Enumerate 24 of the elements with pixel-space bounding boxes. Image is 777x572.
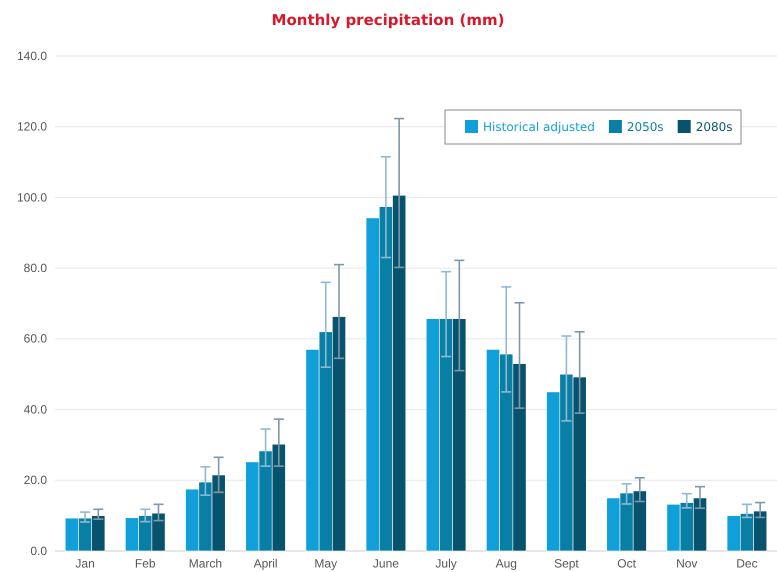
x-tick-label: Sept [554, 556, 580, 571]
x-tick-label: March [188, 556, 222, 571]
y-tick-label: 80.0 [24, 260, 48, 275]
x-tick-label: Oct [617, 556, 637, 571]
x-tick-label: April [254, 556, 278, 571]
x-tick-label: May [314, 556, 338, 571]
y-tick-label: 20.0 [24, 473, 48, 488]
legend-label: 2050s [626, 120, 664, 134]
y-tick-label: 40.0 [24, 402, 48, 416]
y-tick-label: 60.0 [24, 332, 48, 346]
x-tick-label: Dec [736, 556, 758, 571]
y-tick-label: 120.0 [16, 120, 48, 134]
y-tick-label: 100.0 [16, 190, 48, 204]
y-tick-label: 140.0 [16, 48, 48, 63]
x-tick-label: Feb [134, 556, 156, 571]
x-tick-label: Nov [676, 556, 698, 571]
x-tick-label: Aug [496, 556, 517, 571]
legend-label: Historical adjusted [483, 120, 595, 134]
legend-label: 2080s [696, 120, 732, 134]
chart-title: Monthly precipitation (mm) [272, 11, 504, 29]
y-tick-label: 0.0 [30, 544, 48, 558]
x-tick-label: July [435, 556, 457, 571]
x-tick-label: June [372, 556, 400, 571]
x-tick-label: Jan [75, 556, 95, 571]
